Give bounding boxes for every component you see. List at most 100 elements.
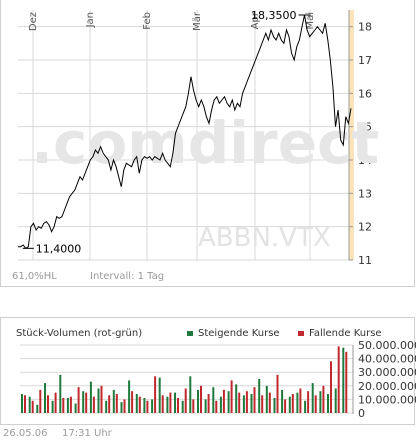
price-tick-label: 14 [358, 154, 372, 167]
volume-bar-up [334, 388, 337, 413]
volume-bar-down [299, 388, 302, 413]
price-tick-label: 16 [358, 87, 372, 100]
watermark-symbol: ABBN.VTX [198, 223, 331, 253]
volume-bar-down [54, 392, 57, 413]
volume-bar-up [281, 389, 284, 413]
volume-bar-down [330, 361, 332, 413]
volume-bar-down [261, 395, 264, 413]
volume-bar-up [97, 388, 100, 413]
volume-bar-down [284, 399, 287, 413]
volume-bar-up [204, 399, 207, 413]
low-value-label: 11,4000 [36, 242, 82, 255]
volume-bar-down [245, 391, 248, 413]
volume-title: Stück-Volumen (rot-grün) [16, 328, 142, 339]
highlight-band [349, 10, 354, 260]
price-tick-label: 11 [358, 254, 372, 267]
volume-bar-down [100, 385, 103, 413]
volume-bar-down [115, 394, 118, 413]
volume-bar-up [89, 381, 92, 413]
month-label: Jan [85, 12, 96, 28]
price-tick-label: 17 [358, 54, 372, 67]
volume-bar-up [288, 396, 291, 413]
volume-bar-down [146, 400, 149, 413]
volume-tick-label: 30.000.000 [358, 366, 416, 379]
volume-bar-down [192, 399, 195, 413]
volume-bar-down [62, 398, 65, 413]
price-chart-panel: Dez Jan Feb Mär Apr Mai 11 12 13 14 15 16 17 18 .com… [0, 0, 415, 287]
volume-bar-down [184, 388, 187, 413]
legend-down-label: Fallende Kurse [309, 328, 382, 339]
volume-bar-up [82, 391, 85, 413]
volume-bar-down [207, 394, 210, 413]
volume-bar-down [138, 396, 141, 413]
volume-bar-down [77, 387, 80, 413]
volume-tick-label: 40.000.000 [358, 353, 416, 366]
watermark-brand: .comdirect [31, 109, 379, 177]
volume-bar-up [120, 402, 123, 413]
volume-bar-up [342, 347, 345, 413]
volume-bar-down [39, 389, 42, 413]
volume-bar-down [169, 392, 172, 413]
volume-bar-up [174, 392, 176, 413]
volume-bar-down [69, 396, 72, 413]
volume-bar-up [143, 398, 146, 413]
volume-bar-down [123, 399, 126, 413]
volume-bar-down [230, 380, 233, 413]
volume-bar-up [212, 387, 215, 413]
high-value-label: 18,3500 [251, 9, 297, 22]
volume-chart: Stück-Volumen (rot-grün) Steigende Kurse… [16, 328, 417, 420]
month-label: Dez [28, 12, 39, 31]
volume-bar-up [219, 396, 222, 413]
volume-bar-up [105, 400, 108, 413]
volume-bar-down [307, 391, 310, 413]
volume-bar-up [265, 385, 268, 413]
volume-bar-down [177, 398, 179, 413]
volume-bar-down [215, 400, 218, 413]
volume-bar-up [166, 396, 169, 413]
volume-bar-up [181, 400, 184, 413]
volume-bar-down [276, 374, 279, 413]
volume-bar-down [337, 346, 340, 413]
volume-bar-down [154, 376, 157, 413]
volume-tick-label: 0 [358, 407, 365, 420]
volume-bar-up [311, 383, 314, 413]
volume-bar-up [66, 398, 69, 413]
month-label: Apr [250, 11, 261, 29]
interval-label: Intervall: 1 Tag [90, 271, 164, 282]
volume-bar-down [161, 395, 164, 413]
volume-bar-up [151, 399, 154, 413]
volume-bar-up [242, 395, 245, 413]
volume-bar-up [227, 391, 230, 413]
timestamp-time: 17:31 Uhr [62, 428, 112, 439]
volume-bar-up [197, 389, 199, 413]
price-line [18, 14, 352, 249]
volume-bar-down [24, 395, 26, 413]
volume-bar-down [131, 391, 134, 413]
month-label: Mai [305, 12, 316, 30]
price-tick-label: 12 [358, 221, 372, 234]
volume-bar-down [238, 392, 241, 413]
volume-bar-up [304, 400, 307, 413]
legend-down-swatch [298, 331, 304, 336]
volume-bar-down [47, 395, 49, 413]
volume-bar-up [112, 389, 115, 413]
volume-bar-up [235, 384, 238, 413]
legend-up-label: Steigende Kurse [198, 328, 280, 339]
volume-bar-up [128, 380, 131, 413]
volume-tick-label: 10.000.000 [358, 393, 416, 406]
volume-bar-up [319, 391, 322, 413]
volume-bar-down [268, 392, 271, 413]
volume-bar-down [345, 351, 348, 413]
volume-bar-up [51, 400, 54, 413]
volume-bar-down [31, 400, 34, 413]
price-tick-label: 15 [358, 121, 372, 134]
volume-bar-up [135, 394, 138, 413]
volume-bar-down [314, 395, 317, 413]
volume-bar-down [291, 394, 294, 413]
volume-bar-up [21, 394, 23, 413]
month-label: Feb [142, 12, 153, 30]
volume-bar-up [74, 403, 77, 413]
volume-bar-up [273, 398, 276, 413]
volume-bar-up [250, 394, 253, 413]
volume-bar-down [108, 395, 111, 413]
